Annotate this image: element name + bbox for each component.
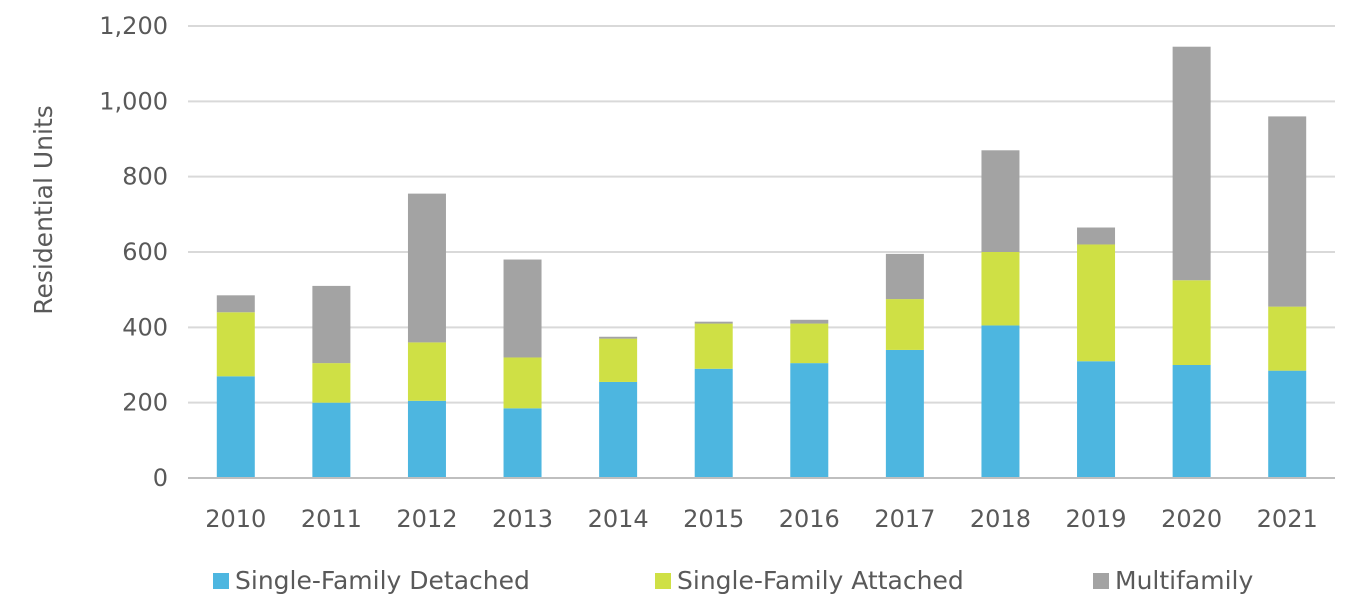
- y-tick-label: 800: [122, 163, 168, 191]
- bar-segment: [216, 376, 255, 478]
- y-tick-label: 600: [122, 238, 168, 266]
- legend: Single-Family Detached Single-Family Atta…: [213, 566, 1253, 595]
- bars: [216, 46, 1307, 478]
- bar-segment: [599, 336, 638, 339]
- x-tick-label: 2019: [1066, 505, 1127, 533]
- bar-segment: [312, 363, 351, 403]
- y-tick-label: 200: [122, 389, 168, 417]
- legend-swatch: [213, 573, 229, 589]
- bar-segment: [1077, 227, 1116, 245]
- legend-swatch: [1093, 573, 1109, 589]
- bar-segment: [1268, 306, 1307, 371]
- bar-segment: [599, 381, 638, 478]
- bar-segment: [981, 252, 1020, 326]
- x-tick-label: 2018: [970, 505, 1031, 533]
- bar-segment: [1077, 244, 1116, 362]
- bar-segment: [503, 357, 542, 409]
- y-tick-label: 1,200: [99, 12, 168, 40]
- x-tick-label: 2016: [779, 505, 840, 533]
- bar-segment: [694, 321, 733, 324]
- bar-segment: [885, 349, 924, 478]
- x-tick-label: 2014: [588, 505, 649, 533]
- bar-segment: [216, 295, 255, 313]
- bar-segment: [216, 312, 255, 377]
- x-tick-label: 2010: [205, 505, 266, 533]
- bar-segment: [885, 299, 924, 350]
- bar-segment: [790, 363, 829, 478]
- y-axis-title: Residential Units: [29, 105, 58, 315]
- bar-segment: [407, 400, 446, 478]
- bar-segment: [407, 193, 446, 343]
- legend-label: Single-Family Attached: [677, 566, 964, 595]
- bar-segment: [694, 368, 733, 478]
- legend-label: Multifamily: [1115, 566, 1253, 595]
- y-tick-label: 0: [153, 464, 168, 492]
- bar-segment: [790, 323, 829, 364]
- bar-segment: [312, 402, 351, 478]
- axes: 0 200 400 600 800 1,000 1,200 2010 2011 2012 2013 2…: [99, 12, 1335, 533]
- legend-label: Single-Family Detached: [235, 566, 530, 595]
- bar-segment: [1268, 116, 1307, 307]
- bar-segment: [1172, 365, 1211, 478]
- gridlines: [188, 25, 1335, 404]
- x-tick-label: 2013: [492, 505, 553, 533]
- bar-segment: [885, 253, 924, 300]
- x-tick-label: 2011: [301, 505, 362, 533]
- bar-segment: [599, 338, 638, 382]
- x-tick-label: 2015: [683, 505, 744, 533]
- y-tick-label: 1,000: [99, 87, 168, 115]
- bar-segment: [981, 150, 1020, 252]
- bar-segment: [1172, 280, 1211, 365]
- y-tick-label: 400: [122, 313, 168, 341]
- x-tick-label: 2012: [396, 505, 457, 533]
- bar-segment: [981, 325, 1020, 478]
- bar-segment: [503, 408, 542, 478]
- bar-segment: [694, 323, 733, 369]
- bar-segment: [312, 285, 351, 364]
- x-tick-label: 2017: [874, 505, 935, 533]
- bar-segment: [407, 342, 446, 401]
- bar-segment: [790, 319, 829, 324]
- bar-segment: [1077, 361, 1116, 478]
- bar-segment: [1172, 46, 1211, 281]
- x-tick-label: 2020: [1161, 505, 1222, 533]
- bar-segment: [503, 259, 542, 358]
- bar-segment: [1268, 370, 1307, 478]
- legend-swatch: [655, 573, 671, 589]
- x-tick-label: 2021: [1257, 505, 1318, 533]
